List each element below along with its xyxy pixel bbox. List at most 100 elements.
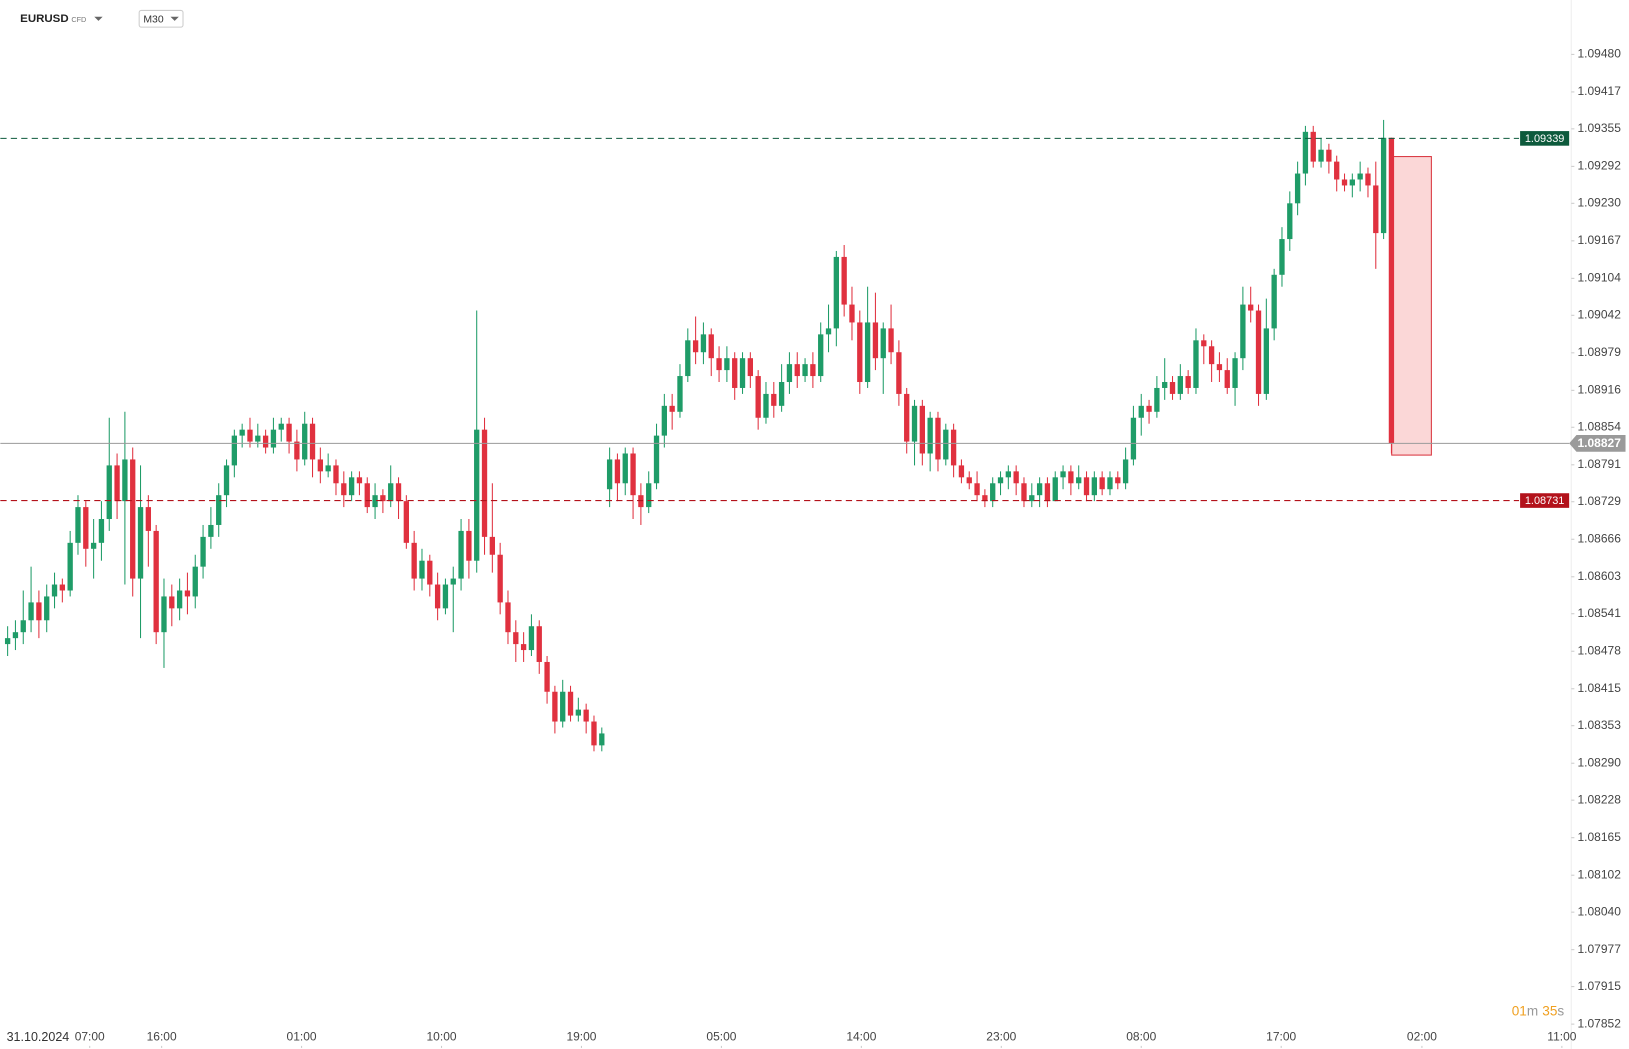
candle-body (1013, 471, 1019, 484)
candle-body (927, 417, 933, 454)
candle-body (1240, 304, 1246, 359)
candle-body (364, 483, 370, 508)
candle-body (388, 483, 394, 502)
candle-body (474, 429, 480, 561)
y-tick-label: 1.09042 (1578, 307, 1622, 321)
candle-body (505, 602, 511, 633)
candle-body (1029, 495, 1035, 502)
candle-body (763, 393, 769, 418)
candle-body (1107, 477, 1113, 490)
y-tick-label: 1.08478 (1578, 643, 1622, 657)
y-tick-label: 1.09417 (1578, 84, 1622, 98)
candle-body (380, 495, 386, 502)
level-label: 1.08731 (1525, 495, 1565, 507)
candle-body (513, 632, 519, 645)
candle-body (1326, 149, 1332, 162)
candle-body (1380, 137, 1387, 234)
candle-body (1302, 131, 1309, 174)
candle-body (1263, 328, 1269, 394)
candle-body (1310, 131, 1316, 162)
candle-body (1334, 161, 1340, 180)
candle-body (137, 507, 144, 579)
candle-body (1083, 477, 1090, 496)
candle-body (356, 477, 363, 484)
y-tick-label: 1.09167 (1578, 233, 1622, 247)
timeframe-box[interactable] (138, 9, 184, 28)
y-tick-label: 1.09230 (1578, 195, 1622, 209)
y-tick-label: 1.08102 (1578, 867, 1622, 881)
candle-body (755, 376, 761, 418)
candle-body (442, 584, 449, 609)
candle-body (685, 340, 691, 377)
candle-body (544, 661, 550, 692)
candle-body (1224, 370, 1230, 388)
candle-body (982, 495, 988, 502)
candle-body (75, 507, 81, 543)
candle-body (1044, 483, 1051, 502)
candle-body (51, 584, 58, 597)
level-label-box (1520, 131, 1570, 146)
candle-body (622, 453, 628, 484)
x-tick-label: 17:00 (1266, 1030, 1296, 1044)
y-tick-label: 1.07977 (1578, 942, 1622, 956)
candle-body (489, 536, 496, 555)
candle-body (935, 417, 941, 460)
candle-body (1122, 459, 1129, 484)
candle-body (646, 483, 652, 508)
level-label-box (1520, 493, 1570, 508)
y-tick-label: 1.08228 (1578, 792, 1622, 806)
candle-body (771, 393, 777, 406)
candle-body (739, 358, 746, 388)
candle-body (4, 638, 11, 645)
symbol-badge: CFD (71, 15, 86, 24)
candle-body (200, 536, 206, 567)
candle-body (434, 584, 441, 609)
candle-body (122, 459, 128, 502)
candle-body (192, 566, 198, 597)
x-tick-label: 05:00 (706, 1030, 736, 1044)
candle-body (1162, 382, 1168, 388)
candle-body (270, 429, 277, 448)
x-tick-label: 01:00 (287, 1030, 317, 1044)
candle-body (83, 507, 89, 549)
symbol-dropdown[interactable] (94, 16, 103, 21)
candle-body (599, 733, 605, 746)
candle-body (794, 364, 800, 377)
timeframe[interactable]: M30 (143, 15, 163, 26)
candle-body (341, 483, 347, 496)
candle-body (997, 477, 1004, 484)
candle-body (114, 465, 120, 502)
y-tick-label: 1.08666 (1578, 531, 1622, 545)
y-tick-label: 1.08791 (1578, 457, 1622, 471)
candle-body (677, 376, 683, 412)
candle-body (481, 429, 488, 537)
x-tick-label: 08:00 (1126, 1030, 1156, 1044)
candle-body (395, 483, 402, 502)
candle-body (1232, 358, 1238, 388)
y-tick-label: 1.07852 (1578, 1016, 1622, 1030)
candle-body (1138, 405, 1144, 418)
symbol[interactable]: EURUSD (20, 13, 68, 25)
candle-body (825, 328, 832, 335)
candle-body (857, 322, 863, 383)
current-price-box (1569, 435, 1626, 452)
candle-body (1271, 274, 1277, 329)
candle-body (90, 542, 97, 549)
candle-body (1201, 340, 1207, 347)
candle-body (1146, 405, 1152, 412)
countdown-unit: m (1527, 1003, 1538, 1018)
y-tick-label: 1.08729 (1578, 494, 1622, 508)
x-tick-label: 02:00 (1407, 1030, 1437, 1044)
x-tick-label: 10:00 (427, 1030, 457, 1044)
x-tick-label: 14:00 (846, 1030, 876, 1044)
candle-body (59, 584, 66, 591)
candle-body (802, 364, 808, 377)
candle-body (286, 423, 292, 442)
candle-body (411, 542, 417, 579)
candle-body (1279, 239, 1285, 275)
candle-body (130, 459, 136, 579)
candle-body (36, 602, 42, 621)
candle-body (1076, 477, 1082, 484)
candle-body (606, 459, 613, 490)
